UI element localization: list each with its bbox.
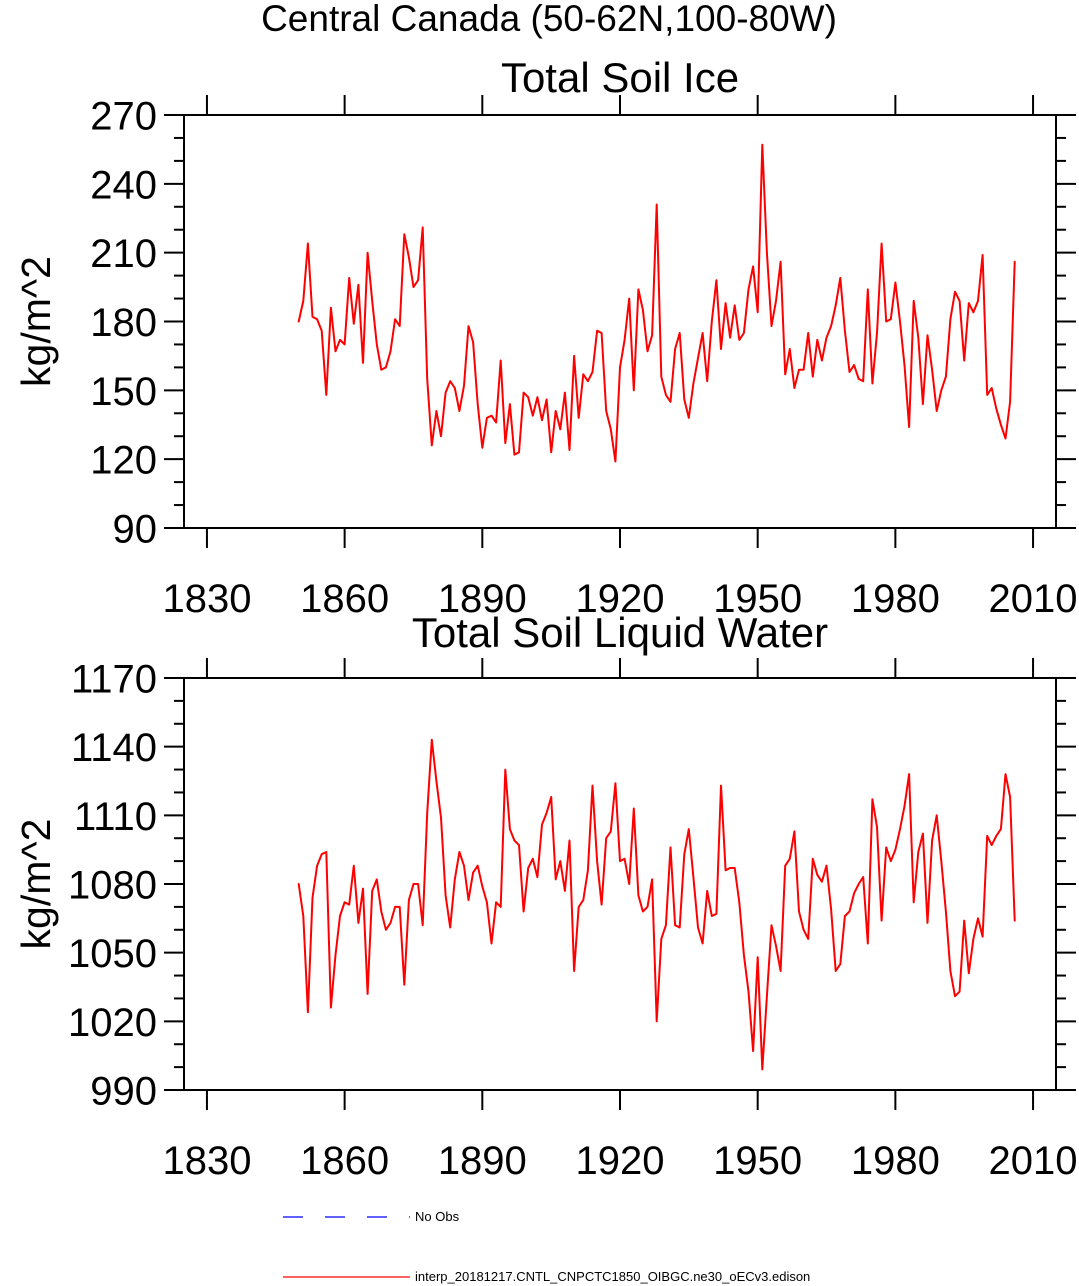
- panel-total-soil-ice: Total Soil Ice 90 120 150 180 210 240 270 1830 18…: [13, 54, 1078, 621]
- x-tick-label: 1920: [576, 1139, 665, 1183]
- y-tick-label: 270: [90, 95, 157, 139]
- legend-label-model-run: interp_20181217.CNTL_CNPCTC1850_OIBGC.ne…: [415, 1269, 810, 1284]
- x-tick-label: 1920: [576, 577, 665, 621]
- y-tick-label: 1140: [71, 726, 157, 770]
- x-tick-label: 2010: [989, 577, 1078, 621]
- x-tick-label: 1980: [851, 577, 940, 621]
- y-tick-label: 1170: [71, 658, 157, 702]
- y-tick-label: 1050: [68, 932, 157, 976]
- x-tick-label: 1950: [713, 1139, 802, 1183]
- series-line: [297, 143, 1016, 463]
- x-tick-label: 1860: [300, 1139, 389, 1183]
- x-tick-label: 1980: [851, 1139, 940, 1183]
- panel-title: Total Soil Ice: [501, 54, 739, 101]
- figure-title: Central Canada (50-62N,100-80W): [261, 0, 837, 39]
- y-tick-label: 120: [90, 439, 157, 483]
- x-tick-label: 1890: [438, 577, 527, 621]
- x-tick-label: 1830: [162, 1139, 251, 1183]
- legend: No Obs interp_20181217.CNTL_CNPCTC1850_O…: [283, 1209, 810, 1284]
- plot-frame: [183, 677, 1057, 1091]
- plot-frame: [183, 114, 1057, 529]
- panel-total-soil-liquid-water: Total Soil Liquid Water 990 1020 1050 1080 11…: [13, 609, 1078, 1183]
- y-tick-label: 90: [113, 508, 158, 552]
- x-tick-label: 1950: [713, 577, 802, 621]
- series-line: [297, 738, 1016, 1071]
- y-tick-label: 180: [90, 301, 157, 345]
- x-tick-label: 1890: [438, 1139, 527, 1183]
- y-tick-label: 1110: [74, 795, 157, 839]
- y-axis-label: kg/m^2: [13, 819, 59, 950]
- y-tick-label: 240: [90, 163, 157, 207]
- panel-title: Total Soil Liquid Water: [412, 609, 828, 656]
- x-tick-label: 1830: [162, 577, 251, 621]
- x-tick-label: 1860: [300, 577, 389, 621]
- x-tick-label: 2010: [989, 1139, 1078, 1183]
- y-axis-label: kg/m^2: [13, 256, 59, 387]
- y-tick-label: 150: [90, 370, 157, 414]
- y-tick-label: 1080: [68, 864, 157, 908]
- y-tick-label: 210: [90, 232, 157, 276]
- legend-label-no-obs: No Obs: [415, 1209, 460, 1224]
- y-tick-label: 1020: [68, 1001, 157, 1045]
- y-tick-label: 990: [90, 1070, 157, 1114]
